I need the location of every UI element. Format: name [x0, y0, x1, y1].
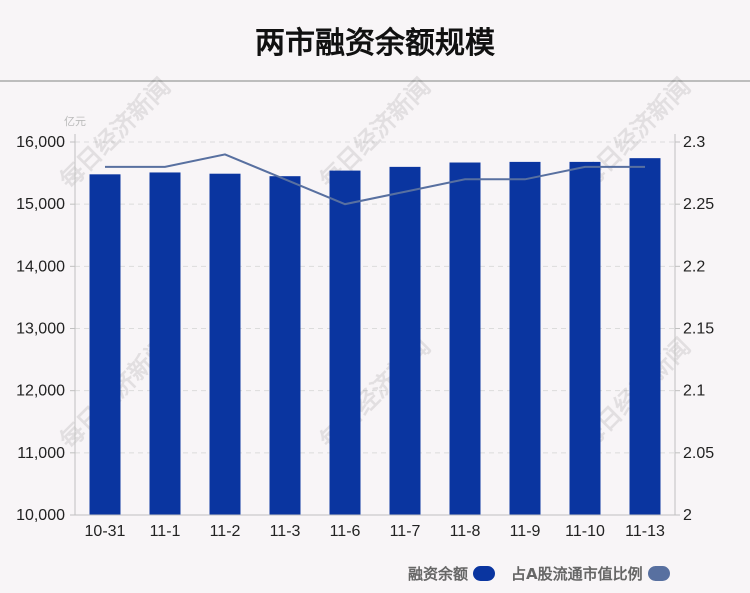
bar — [629, 158, 661, 515]
x-tick-label: 11-3 — [270, 523, 301, 540]
y-right-tick-label: 2 — [683, 507, 692, 524]
y-left-tick-label: 14,000 — [16, 258, 65, 275]
tick-labels: 10,000 11,000 12,000 13,000 14,000 15,000 16,0… — [16, 115, 714, 540]
bar — [389, 166, 421, 515]
y-left-tick-label: 16,000 — [16, 134, 65, 151]
y-right-tick-label: 2.3 — [683, 134, 705, 151]
y-right-tick-label: 2.05 — [683, 445, 714, 462]
legend-swatch-bar — [473, 566, 496, 581]
x-tick-label: 11-6 — [330, 523, 361, 540]
y-left-tick-label: 11,000 — [17, 445, 65, 462]
x-tick-label: 11-10 — [565, 523, 605, 540]
x-tick-label: 11-13 — [625, 523, 665, 540]
legend-swatch-line — [647, 566, 670, 581]
x-tick-label: 11-7 — [390, 523, 421, 540]
y-left-tick-label: 13,000 — [16, 321, 65, 338]
y-left-tick-label: 15,000 — [16, 196, 65, 213]
bar — [449, 162, 481, 515]
y-right-tick-label: 2.1 — [683, 383, 705, 400]
bar — [329, 170, 361, 515]
bar — [209, 173, 241, 515]
x-tick-label: 11-1 — [150, 523, 181, 540]
bar — [89, 174, 121, 515]
x-tick-label: 10-31 — [85, 523, 126, 540]
title-divider — [0, 80, 750, 82]
y-left-tick-label: 10,000 — [16, 507, 65, 524]
y-left-tick-label: 12,000 — [16, 383, 65, 400]
chart-title: 两市融资余额规模 — [255, 26, 495, 61]
x-tick-label: 11-8 — [450, 523, 481, 540]
bar — [269, 176, 301, 516]
y-right-tick-label: 2.15 — [683, 321, 714, 338]
x-tick-label: 11-2 — [210, 523, 241, 540]
legend-label-bar: 融资余额 — [408, 565, 469, 583]
bar — [569, 161, 601, 516]
axes — [70, 134, 680, 516]
line-series-path — [105, 153, 645, 206]
bar — [149, 172, 181, 515]
y-left-unit-label: 亿元 — [64, 115, 86, 128]
legend-item-bar[interactable]: 融资余额 — [408, 563, 496, 584]
legend-label-line: 占A股流通市值比例 — [511, 565, 643, 583]
y-right-tick-label: 2.25 — [683, 196, 714, 213]
legend: 融资余额 占A股流通市值比例 — [408, 563, 686, 584]
bar — [509, 161, 541, 516]
y-right-tick-label: 2.2 — [683, 258, 705, 275]
legend-item-line[interactable]: 占A股流通市值比例 — [511, 563, 670, 584]
line-series — [104, 153, 646, 206]
bar-series — [89, 158, 661, 516]
x-tick-label: 11-9 — [510, 523, 541, 540]
